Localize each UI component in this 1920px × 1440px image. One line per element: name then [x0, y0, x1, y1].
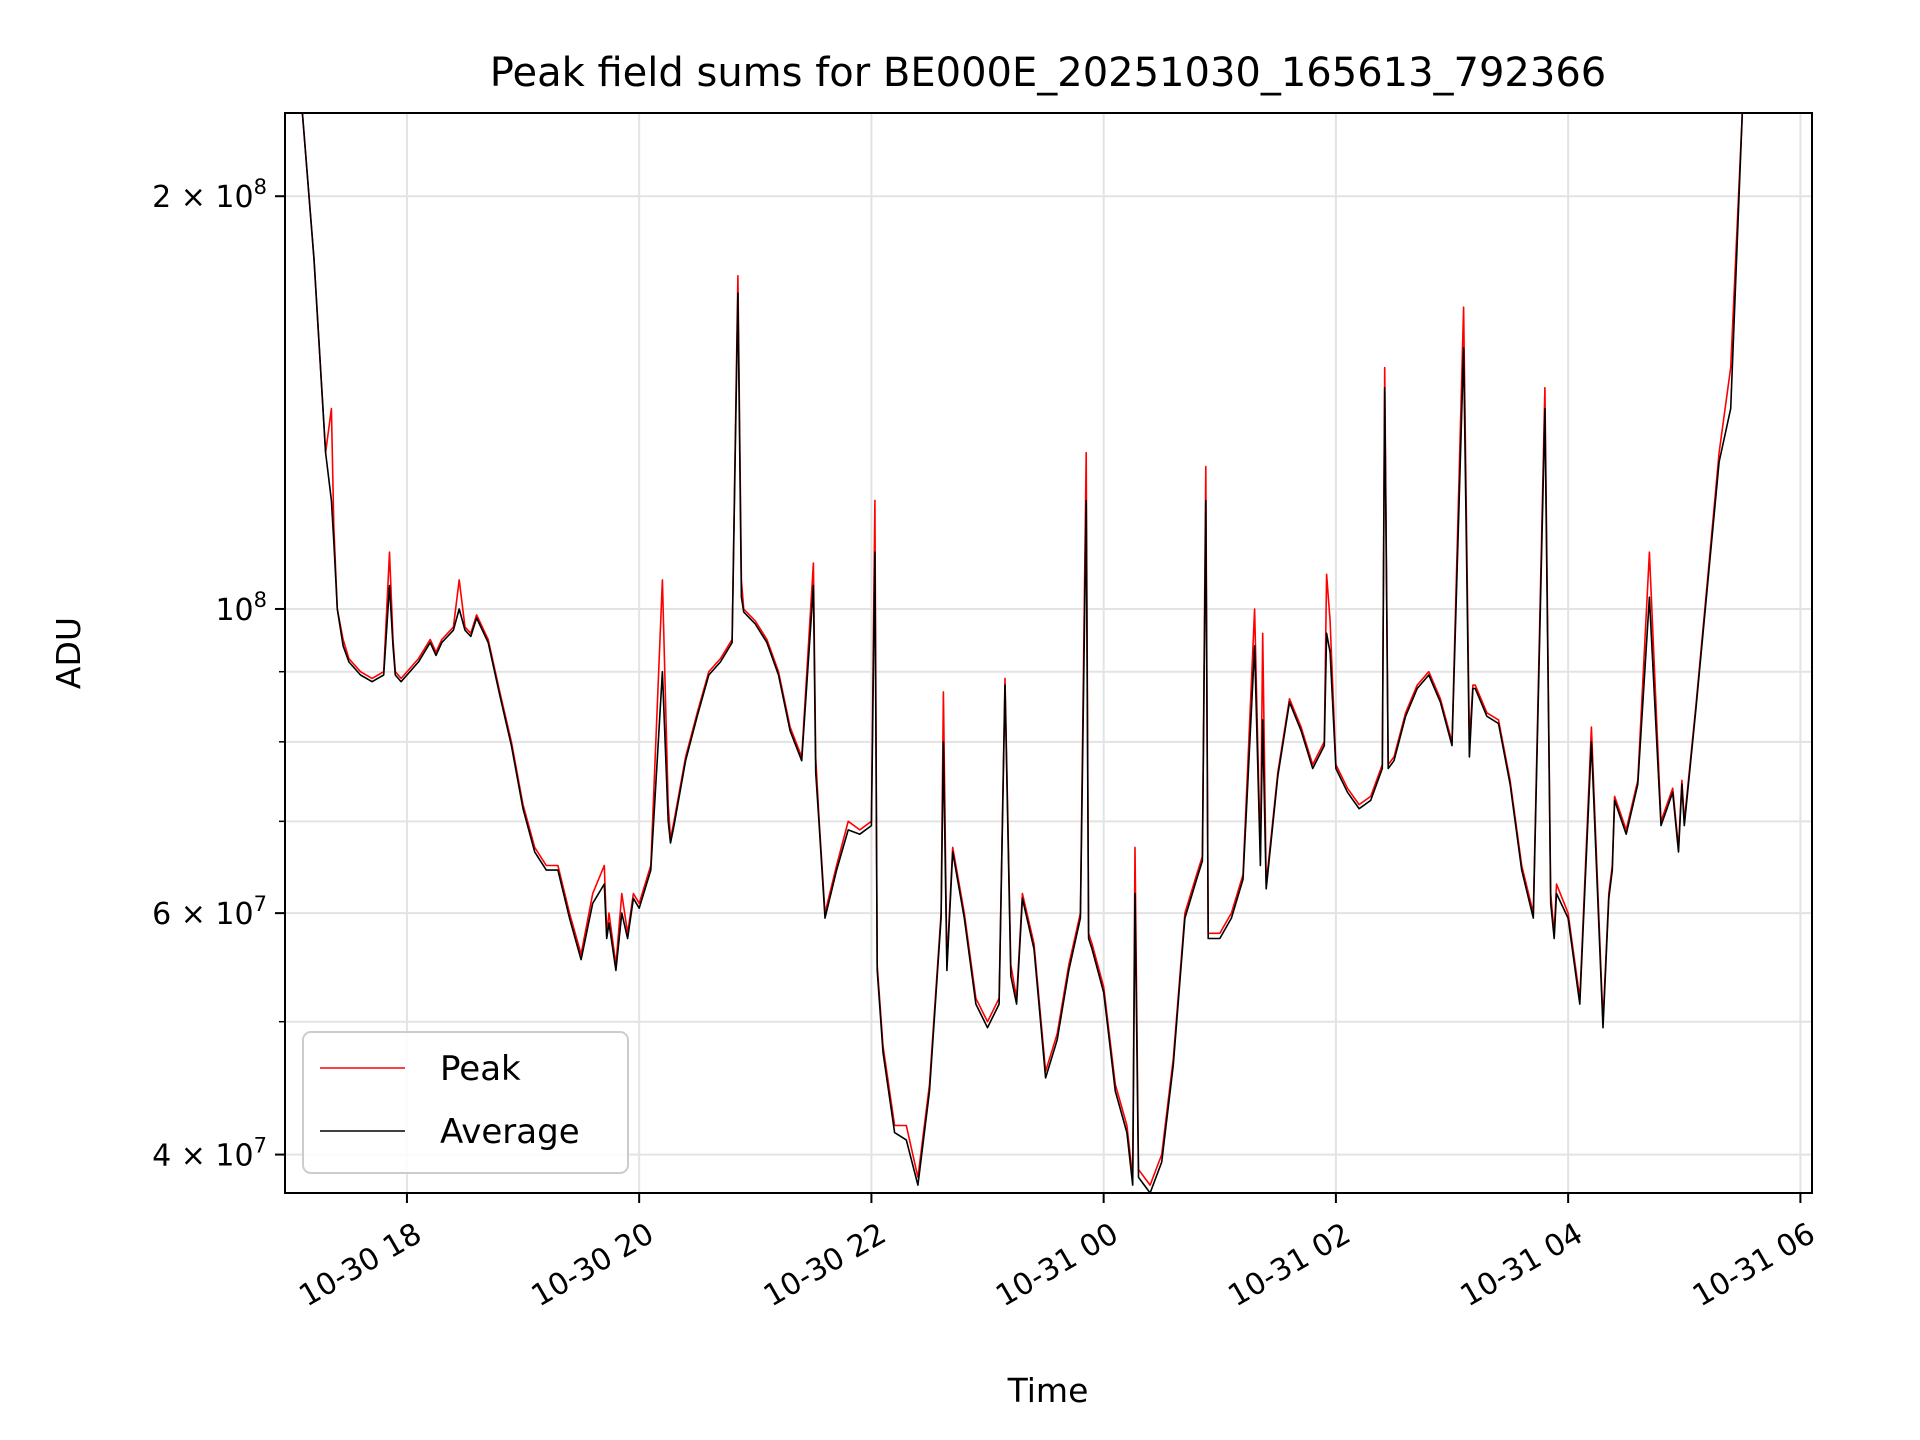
y-axis-label: ADU	[49, 617, 88, 689]
y-tick-label: 108	[215, 588, 267, 628]
y-tick-label: 4 × 107	[152, 1134, 267, 1174]
chart-title: Peak field sums for BE000E_20251030_1656…	[490, 50, 1606, 96]
plot-frame	[284, 112, 1813, 1194]
legend-label-peak: Peak	[440, 1049, 521, 1089]
legend-label-average: Average	[440, 1112, 580, 1152]
y-tick-label: 6 × 107	[152, 892, 267, 932]
series-line-average	[288, 113, 1766, 1193]
y-tick-label: 2 × 108	[152, 175, 267, 215]
series-lines	[288, 113, 1766, 1193]
legend: Peak Average	[302, 1031, 629, 1174]
x-axis-label: Time	[1007, 1371, 1089, 1410]
